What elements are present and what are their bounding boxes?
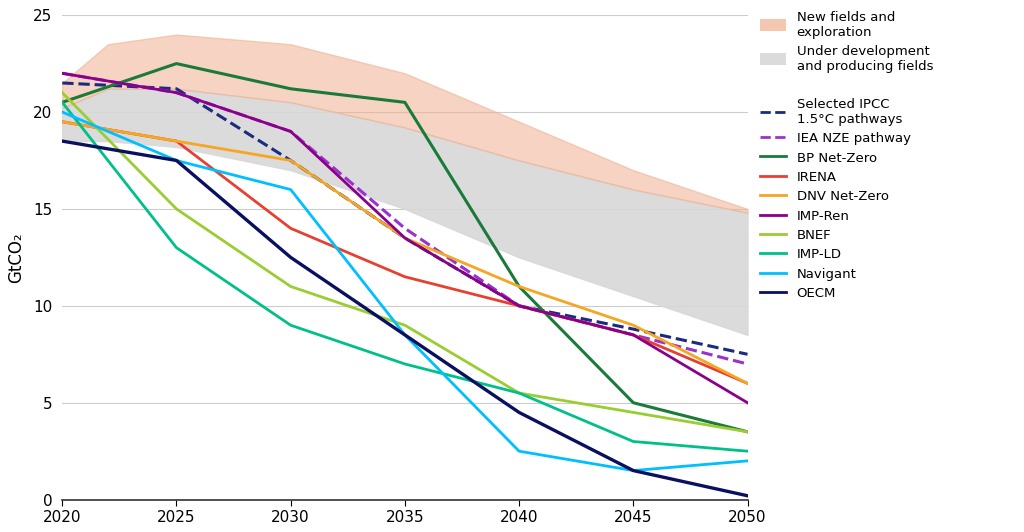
Y-axis label: GtCO₂: GtCO₂ (7, 232, 25, 282)
Legend: New fields and
exploration, Under development
and producing fields, , Selected I: New fields and exploration, Under develo… (755, 5, 938, 305)
